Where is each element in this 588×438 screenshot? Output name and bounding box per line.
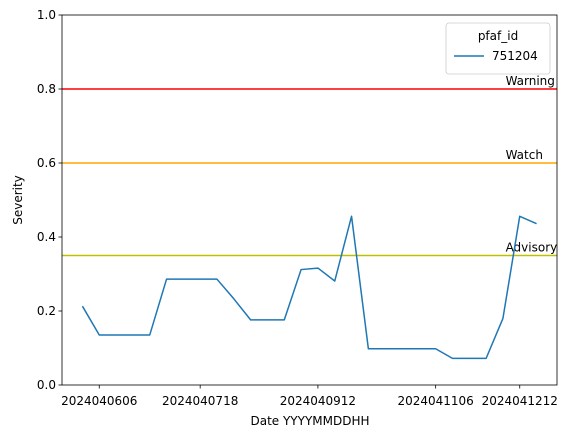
threshold-lines: Warning Watch Advisory	[62, 74, 558, 257]
y-tick-label: 0.0	[37, 378, 56, 392]
x-tick-label: 2024041106	[397, 394, 473, 408]
y-tick-label: 0.8	[37, 82, 56, 96]
threshold-label-watch: Watch	[506, 148, 543, 162]
x-axis: 2024040606 2024040718 2024040912 2024041106…	[61, 385, 558, 408]
x-tick-label: 2024040718	[162, 394, 238, 408]
legend: pfaf_id 751204	[445, 22, 551, 75]
x-tick-label: 2024040912	[280, 394, 356, 408]
threshold-label-warning: Warning	[506, 74, 555, 88]
x-tick-label: 2024040606	[61, 394, 137, 408]
legend-entry: 751204	[492, 49, 538, 63]
series-lines	[81, 215, 537, 360]
y-tick-label: 1.0	[37, 8, 56, 22]
plot-frame	[61, 14, 558, 386]
series-line-751204	[81, 215, 537, 360]
y-tick-label: 0.4	[37, 230, 56, 244]
x-axis-label: Date YYYYMMDDHH	[250, 414, 369, 428]
y-axis-label: Severity	[11, 175, 25, 225]
y-tick-label: 0.6	[37, 156, 56, 170]
y-axis: 0.0 0.2 0.4 0.6 0.8 1.0	[37, 8, 62, 392]
threshold-label-advisory: Advisory	[506, 241, 558, 255]
legend-title: pfaf_id	[478, 29, 518, 43]
x-tick-label: 2024041212	[482, 394, 558, 408]
plot-area	[62, 15, 557, 385]
y-tick-label: 0.2	[37, 304, 56, 318]
legend-box	[445, 22, 551, 75]
